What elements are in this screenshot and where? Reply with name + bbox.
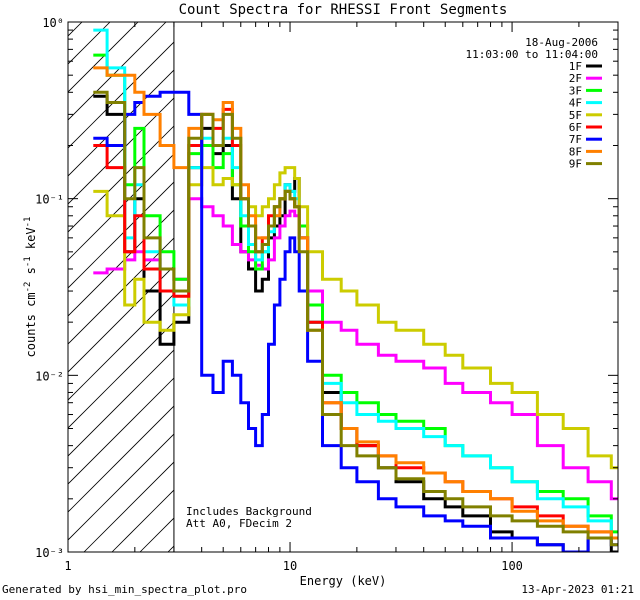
hatch-line	[68, 153, 174, 261]
legend-label-3F: 3F	[569, 84, 582, 97]
footer-timestamp: 13-Apr-2023 01:21	[521, 583, 634, 596]
legend-label-5F: 5F	[569, 109, 582, 122]
series-line-9F	[93, 90, 618, 547]
hatch-line	[68, 22, 111, 65]
hatch-line	[68, 69, 174, 177]
hatch-line	[68, 22, 83, 37]
hatch-line	[111, 489, 174, 552]
hatch-line	[83, 461, 174, 552]
y-label-exp: -1	[23, 256, 33, 267]
footer-generator: Generated by hsi_min_spectra_plot.pro	[2, 583, 248, 596]
legend-time-range: 11:03:00 to 11:04:00	[466, 48, 598, 61]
legend-label-6F: 6F	[569, 121, 582, 134]
y-label-exp: -1	[23, 217, 33, 228]
y-axis-label: counts cm-2 s-1 keV-1	[23, 217, 38, 358]
x-tick-label: 10	[283, 559, 297, 573]
hatch-line	[68, 41, 174, 149]
y-label-part: keV	[24, 227, 38, 256]
hatch-line	[420, 0, 640, 552]
legend-label-7F: 7F	[569, 133, 582, 146]
hatch-line	[68, 405, 174, 513]
y-label-part: counts cm	[24, 292, 38, 357]
y-tick-label: 10⁻³	[35, 546, 64, 560]
hatch-line	[68, 321, 174, 429]
hatch-line	[68, 349, 174, 457]
legend-date: 18-Aug-2006	[525, 36, 598, 49]
series-line-1F	[93, 94, 618, 552]
annotation-attenuator: Att A0, FDecim 2	[186, 517, 292, 530]
chart-title: Count Spectra for RHESSI Front Segments	[179, 2, 508, 18]
legend-label-1F: 1F	[569, 60, 582, 73]
legend-label-2F: 2F	[569, 72, 582, 85]
hatch-line	[392, 0, 640, 552]
x-tick-label: 1	[64, 559, 71, 573]
x-axis-label: Energy (keV)	[300, 574, 387, 588]
plot-frame	[67, 21, 619, 553]
x-tick-label: 100	[501, 559, 523, 573]
legend-label-9F: 9F	[569, 158, 582, 171]
hatch-line	[68, 181, 174, 289]
hatch-line	[68, 377, 174, 485]
annotation-background: Includes Background	[186, 505, 312, 518]
y-tick-label: 10⁻²	[35, 369, 64, 383]
series-line-5F	[93, 166, 618, 470]
series-line-4F	[93, 28, 618, 540]
hatch-line	[68, 22, 167, 121]
shaded-region-hatch	[0, 0, 640, 552]
y-tick-label: 10⁰	[42, 16, 64, 30]
hatch-line	[68, 433, 174, 541]
y-label-part: s	[24, 267, 38, 281]
series-line-7F	[93, 90, 618, 552]
legend-label-8F: 8F	[569, 145, 582, 158]
legend-label-4F: 4F	[569, 97, 582, 110]
y-label-exp: -2	[23, 282, 33, 293]
y-tick-label: 10⁻¹	[35, 193, 64, 207]
hatch-line	[0, 0, 96, 552]
hatch-line	[68, 209, 174, 317]
hatch-line	[616, 0, 640, 552]
